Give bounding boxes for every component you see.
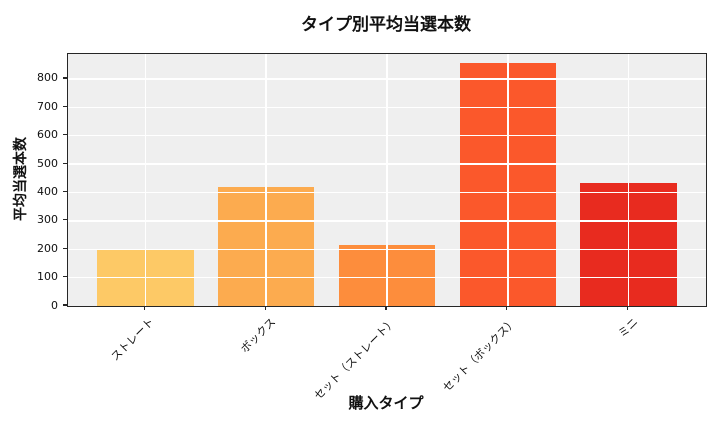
v-gridline [507, 54, 509, 306]
y-tick-mark [63, 276, 67, 278]
plot-area [67, 53, 707, 307]
x-tick-mark [264, 306, 266, 310]
y-tick-label: 700 [37, 99, 58, 113]
y-tick-label: 400 [37, 184, 58, 198]
y-tick-label: 500 [37, 156, 58, 170]
x-tick-mark [627, 306, 629, 310]
v-gridline [386, 54, 388, 306]
y-tick-mark [63, 162, 67, 164]
y-tick-mark [63, 219, 67, 221]
v-gridline [627, 54, 630, 306]
y-tick-mark [63, 247, 67, 249]
x-tick-mark [506, 306, 508, 310]
x-tick-label: セット（ストレート） [311, 315, 399, 403]
y-tick-mark [63, 77, 67, 79]
x-axis-label: 購入タイプ [348, 394, 424, 412]
y-tick-mark [63, 190, 67, 193]
v-gridline [144, 54, 147, 306]
y-tick-mark [63, 105, 67, 107]
y-tick-label: 200 [37, 241, 58, 255]
chart-title: タイプ別平均当選本数 [301, 15, 471, 35]
x-tick-mark [385, 306, 387, 310]
x-tick-label: ミニ [615, 315, 641, 341]
x-tick-label: ストレート [108, 315, 157, 364]
y-tick-label: 100 [37, 270, 58, 284]
x-tick-label: ボックス [237, 315, 278, 356]
y-axis-label: 平均当選本数 [13, 137, 29, 221]
y-tick-label: 0 [51, 298, 58, 312]
v-gridline [265, 54, 267, 306]
y-tick-mark [63, 134, 67, 136]
y-tick-label: 600 [37, 128, 58, 142]
y-tick-label: 300 [37, 213, 58, 227]
x-tick-mark [143, 306, 145, 310]
y-tick-label: 800 [37, 71, 58, 85]
x-tick-label: セット（ボックス） [440, 315, 520, 395]
y-tick-mark [63, 304, 67, 306]
